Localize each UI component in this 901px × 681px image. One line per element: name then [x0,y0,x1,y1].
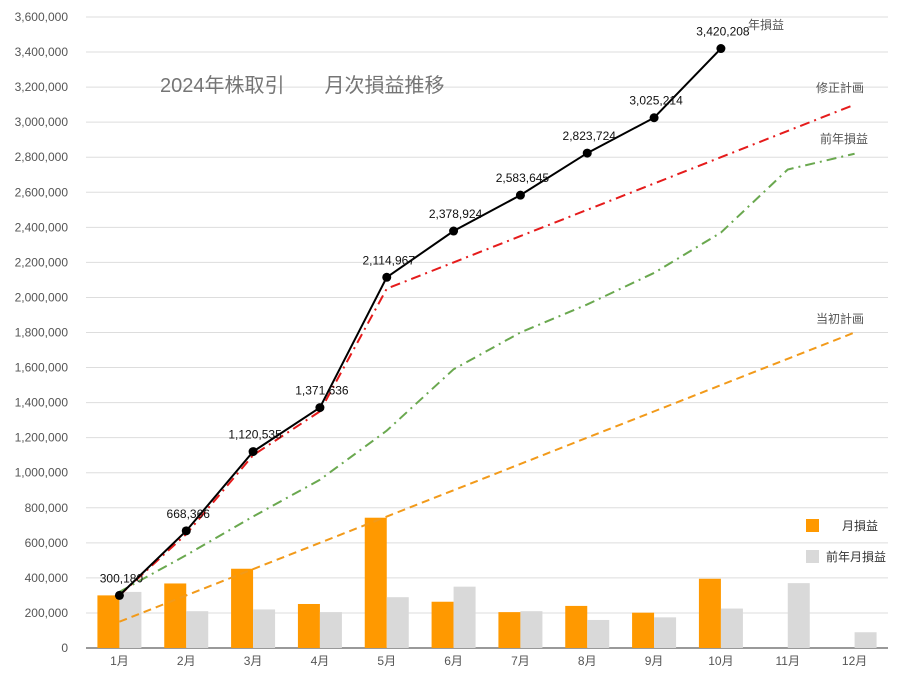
data-label: 2,378,924 [429,207,483,221]
y-tick-label: 1,600,000 [15,361,69,375]
bar-monthly [364,517,387,648]
point-annual [248,447,258,457]
point-annual [181,526,191,536]
bar-monthly [698,578,721,648]
bar-prior-monthly [520,611,543,648]
data-label: 2,114,967 [363,253,416,267]
y-tick-label: 1,000,000 [15,466,69,480]
legend-swatch-prior-monthly [806,550,819,563]
line-当初計画 [119,331,855,623]
bar-monthly [498,612,521,648]
point-annual [114,590,124,600]
data-label: 668,366 [167,507,211,521]
chart-title: 2024年株取引 月次損益推移 [160,74,445,97]
data-label: 2,823,724 [563,129,617,143]
x-tick-label: 10月 [708,654,733,668]
y-tick-label: 1,400,000 [15,396,69,410]
legend-label-monthly: 月損益 [842,518,878,533]
line-年損益 [118,47,722,597]
x-tick-label: 8月 [578,654,597,668]
legend: 月損益 前年月損益 [806,518,886,564]
x-tick-label: 4月 [311,654,330,668]
bar-prior-monthly [720,608,743,648]
y-tick-label: 2,200,000 [15,255,69,269]
x-tick-label: 6月 [444,654,463,668]
y-tick-label: 2,400,000 [15,220,69,234]
y-tick-label: 3,200,000 [15,80,69,94]
bar-monthly [297,603,320,648]
y-tick-label: 2,800,000 [15,150,69,164]
bar-prior-monthly [453,586,476,648]
data-label: 1,371,636 [295,384,349,398]
bar-prior-monthly [787,583,810,648]
point-annual [315,403,325,413]
point-annual [515,190,525,200]
point-annual [382,272,392,282]
bar-monthly [431,601,454,648]
line-layer [114,44,855,623]
y-tick-label: 3,400,000 [15,45,69,59]
x-tick-label: 3月 [244,654,263,668]
point-annual [449,226,459,236]
y-tick-label: 1,800,000 [15,326,69,340]
legend-swatch-monthly [806,519,819,532]
y-tick-label: 400,000 [25,571,69,585]
label-layer: 300,180 668,366 1,120,535 1,371,636 2,114,96… [100,25,750,586]
bar-prior-monthly [119,591,142,648]
bar-prior-monthly [186,611,209,648]
bar-monthly [632,612,655,648]
y-tick-label: 800,000 [25,501,69,515]
y-tick-label: 600,000 [25,536,69,550]
bar-prior-monthly [854,632,877,648]
point-annual [716,44,726,54]
data-label: 3,420,208 [696,25,750,39]
x-tick-label: 5月 [377,654,396,668]
y-tick-label: 2,000,000 [15,290,69,304]
legend-label-prior-monthly: 前年月損益 [826,549,886,564]
bar-monthly [164,583,187,648]
end-label-initial: 当初計画 [816,311,864,326]
bar-prior-monthly [654,617,677,648]
x-tick-label: 1月 [110,654,129,668]
y-tick-label: 200,000 [25,606,69,620]
line-修正計画 [118,103,855,597]
line-前年損益 [118,152,855,593]
x-tick-label: 12月 [842,654,867,668]
bar-layer [97,517,877,648]
grid-layer: 0 200,000 400,000 600,000 800,000 1,000,000 1,… [15,10,888,668]
end-label-prior: 前年損益 [820,131,868,146]
data-label: 3,025,214 [629,94,683,108]
end-label-annual: 年損益 [748,17,784,32]
x-tick-label: 9月 [645,654,664,668]
data-label: 300,180 [100,571,144,585]
data-label: 2,583,645 [496,171,550,185]
bar-prior-monthly [386,597,409,648]
bar-prior-monthly [253,609,276,648]
point-annual [649,113,659,123]
x-tick-label: 11月 [776,654,800,668]
end-label-revised: 修正計画 [816,80,864,95]
bar-prior-monthly [319,612,342,648]
y-tick-label: 0 [61,641,68,655]
y-tick-label: 3,000,000 [15,115,69,129]
bar-prior-monthly [587,619,610,648]
point-annual [582,148,592,158]
y-tick-label: 1,200,000 [15,431,69,445]
bar-monthly [97,595,120,648]
data-label: 1,120,535 [228,428,282,442]
bar-monthly [231,568,254,648]
x-tick-label: 2月 [177,654,196,668]
y-tick-label: 2,600,000 [15,185,69,199]
y-tick-label: 3,600,000 [15,10,69,24]
bar-monthly [565,605,588,648]
x-tick-label: 7月 [511,654,530,668]
